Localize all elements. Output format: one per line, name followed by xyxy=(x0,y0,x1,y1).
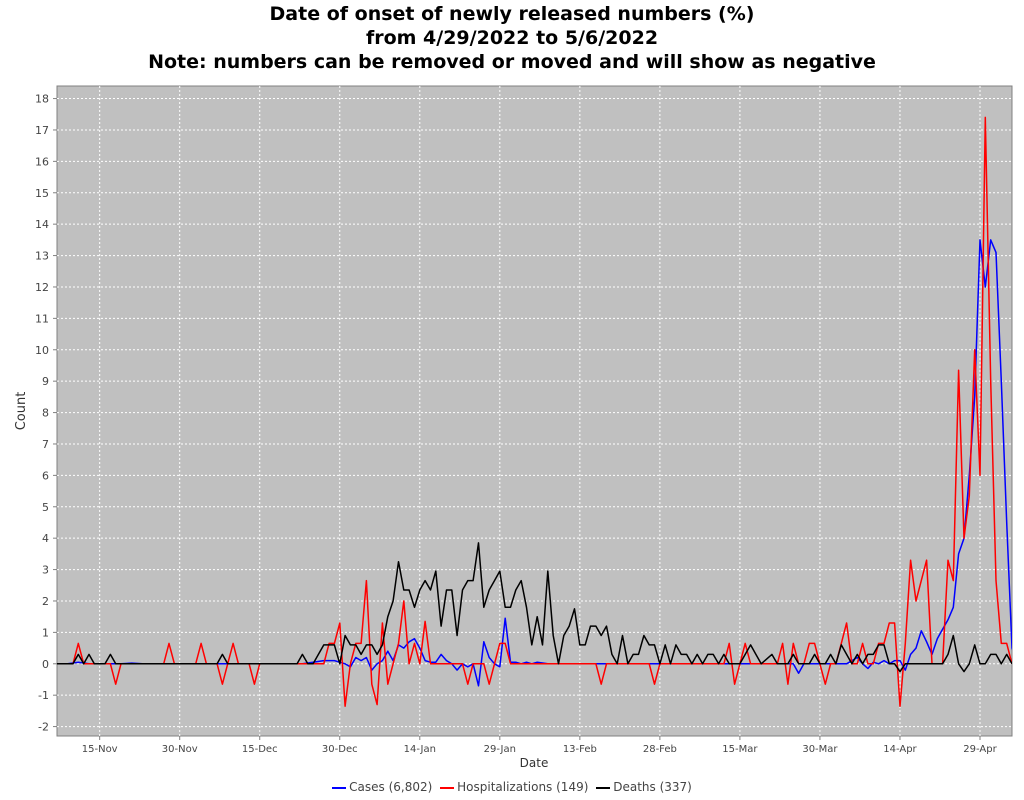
legend-item-deaths: Deaths (337) xyxy=(596,780,692,794)
x-tick-label: 30-Nov xyxy=(162,744,198,755)
y-tick-label: 1 xyxy=(42,626,49,639)
series-line-deaths xyxy=(57,542,1012,673)
y-tick-label: 11 xyxy=(35,312,49,325)
y-tick-label: 13 xyxy=(35,250,49,263)
chart-title-line-1: Date of onset of newly released numbers … xyxy=(269,3,755,25)
y-tick-label: 18 xyxy=(35,93,49,106)
y-tick-label: 4 xyxy=(42,532,49,545)
legend-item-cases: Cases (6,802) xyxy=(332,780,432,794)
chart-legend: Cases (6,802) Hospitalizations (149) Dea… xyxy=(0,780,1024,794)
legend-label-deaths: Deaths (337) xyxy=(613,780,692,794)
legend-label-cases: Cases (6,802) xyxy=(349,780,433,794)
grid-lines xyxy=(57,86,1012,736)
y-tick-label: 2 xyxy=(42,595,49,608)
y-tick-label: 5 xyxy=(42,501,49,514)
legend-swatch-hospitalizations xyxy=(440,786,455,789)
y-tick-label: 15 xyxy=(35,187,49,200)
y-tick-label: 0 xyxy=(42,658,49,671)
y-tick-label: 8 xyxy=(42,407,49,420)
y-tick-label: 16 xyxy=(35,155,49,168)
y-tick-label: 17 xyxy=(35,124,49,137)
chart-title-line-2: from 4/29/2022 to 5/6/2022 xyxy=(365,27,659,49)
y-tick-label: 3 xyxy=(42,564,49,577)
x-tick-label: 14-Jan xyxy=(404,744,436,755)
legend-label-hospitalizations: Hospitalizations (149) xyxy=(457,780,589,794)
series-line-hospitalizations xyxy=(57,116,1012,707)
legend-swatch-deaths xyxy=(596,786,611,789)
y-tick-label: -2 xyxy=(38,721,49,734)
legend-item-hospitalizations: Hospitalizations (149) xyxy=(440,780,588,794)
x-tick-label: 15-Nov xyxy=(82,744,118,755)
y-axis-label: Count xyxy=(14,392,29,431)
x-tick-label: 14-Apr xyxy=(883,744,917,755)
y-tick-label: 9 xyxy=(42,375,49,388)
y-tick-label: -1 xyxy=(38,689,49,702)
chart-title-line-3: Note: numbers can be removed or moved an… xyxy=(148,51,876,73)
x-tick-label: 30-Mar xyxy=(802,744,838,755)
x-tick-label: 28-Feb xyxy=(643,744,677,755)
y-tick-label: 7 xyxy=(42,438,49,451)
plot-area xyxy=(56,85,1013,737)
y-tick-label: 6 xyxy=(42,469,49,482)
y-tick-label: 14 xyxy=(35,218,49,231)
x-tick-label: 13-Feb xyxy=(563,744,597,755)
y-tick-label: 12 xyxy=(35,281,49,294)
x-tick-label: 30-Dec xyxy=(322,744,358,755)
y-tick-label: 10 xyxy=(35,344,49,357)
chart-title: Date of onset of newly released numbers … xyxy=(0,2,1024,74)
x-tick-label: 15-Dec xyxy=(242,744,278,755)
x-tick-label: 29-Jan xyxy=(484,744,516,755)
x-axis-label: Date xyxy=(520,756,549,770)
series-lines xyxy=(57,116,1012,707)
x-tick-label: 15-Mar xyxy=(722,744,758,755)
legend-swatch-cases xyxy=(332,786,347,789)
x-tick-label: 29-Apr xyxy=(963,744,997,755)
